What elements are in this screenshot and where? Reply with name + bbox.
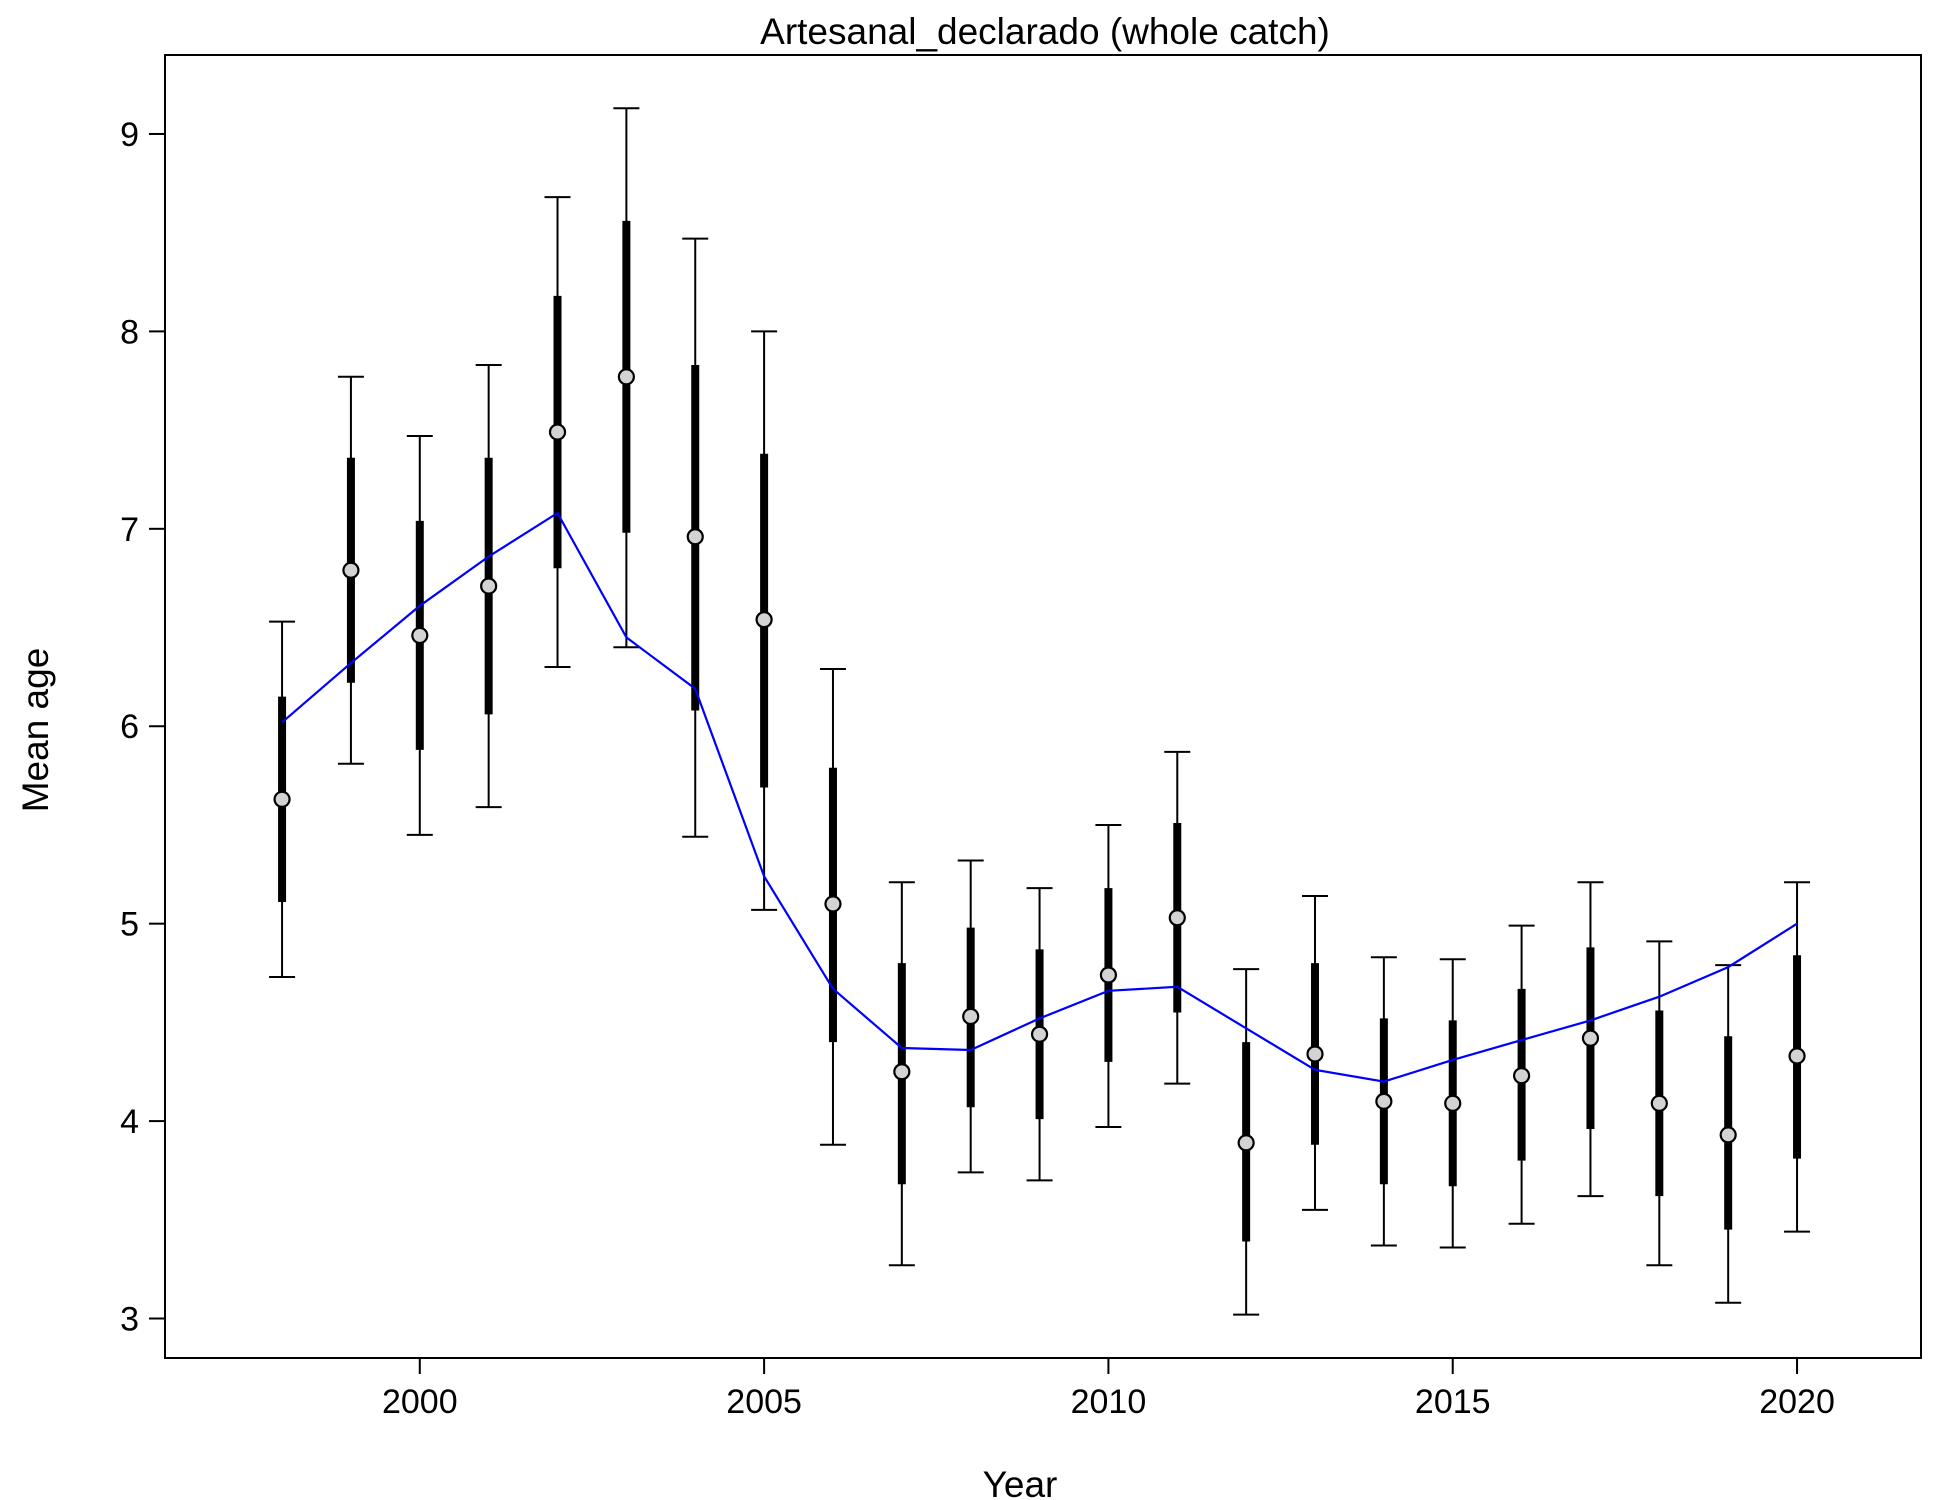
y-tick-label: 9 [120,116,139,154]
observed-point [1650,1094,1668,1112]
observed-point [893,1063,911,1081]
fit-line-group [281,511,1798,1083]
observed-point [1099,966,1118,984]
y-tick-label: 3 [120,1301,139,1339]
x-tick-label: 2010 [1071,1383,1147,1421]
observed-point [1237,1134,1255,1152]
observed-points [273,368,1806,1152]
y-tick-label: 4 [120,1103,139,1141]
observed-point [1512,1067,1531,1085]
x-tick-label: 2015 [1415,1383,1491,1421]
y-tick-label: 5 [120,906,139,944]
observed-point [1306,1045,1324,1063]
fit-line [281,511,1798,1083]
observed-point [273,790,291,808]
x-tick-label: 2020 [1759,1383,1835,1421]
y-axis: 3 4 5 6 7 8 9 [120,116,165,1339]
observed-point [962,1007,980,1026]
observed-point [1168,909,1186,927]
y-tick-label: 6 [120,708,139,746]
chart-title: Artesanal_declarado (whole catch) [760,11,1330,52]
observed-point [342,561,360,579]
observed-point [1581,1029,1600,1047]
x-tick-label: 2005 [726,1383,802,1421]
observed-point [755,611,773,629]
observed-point [411,626,429,645]
outer-intervals [269,107,1811,1316]
x-axis-title: Year [983,1464,1058,1500]
observed-point [686,528,704,546]
observed-point [824,895,842,913]
inner-intervals [278,220,1802,1242]
x-tick-label: 2000 [382,1383,458,1421]
observed-point [480,577,498,595]
observed-point [1719,1126,1737,1144]
observed-point [1375,1092,1393,1110]
y-axis-title: Mean age [15,648,56,813]
y-tick-label: 8 [120,313,139,351]
observed-point [1788,1047,1806,1065]
y-tick-label: 7 [120,511,139,549]
observed-point [1444,1094,1462,1112]
observed-point [548,423,567,441]
x-axis: 2000 2005 2010 2015 2020 [382,1358,1835,1421]
observed-point [1030,1025,1049,1043]
plot-frame [164,54,1922,1359]
observed-point [617,368,635,386]
